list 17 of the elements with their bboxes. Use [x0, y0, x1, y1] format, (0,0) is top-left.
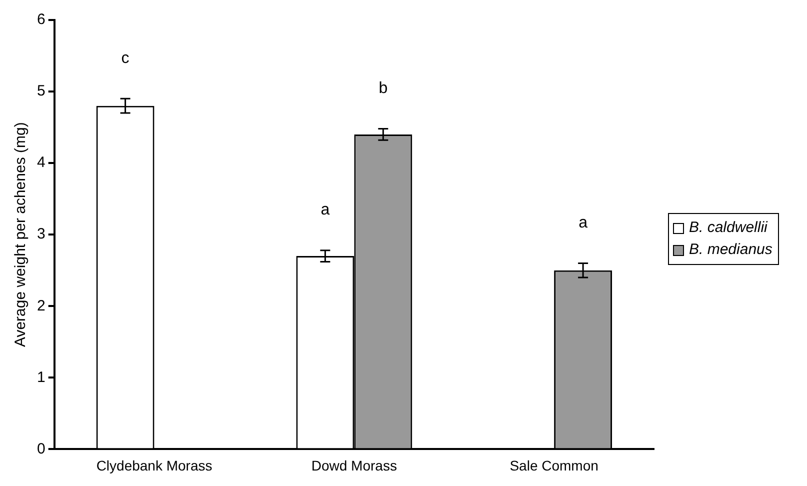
- y-tick-label: 1: [37, 368, 46, 386]
- legend-label: B. medianus: [689, 240, 772, 260]
- y-tick-label: 5: [37, 82, 46, 100]
- y-tick-label: 3: [37, 226, 46, 243]
- annotation: a: [578, 214, 588, 232]
- annotation: b: [378, 80, 388, 98]
- x-tick-label: Clydebank Morass: [96, 457, 212, 474]
- y-axis-title: Average weight per achenes (mg): [12, 122, 30, 348]
- y-tick-label: 4: [37, 154, 46, 172]
- annotation: a: [320, 202, 330, 219]
- y-tick-label: 6: [37, 11, 46, 28]
- y-tick-label: 0: [37, 440, 46, 458]
- x-tick-label: Dowd Morass: [311, 457, 397, 474]
- annotation: c: [121, 50, 130, 68]
- x-tick-label: Sale Common: [510, 457, 598, 474]
- text: B. caldwellii: [689, 218, 768, 238]
- y-tick-label: 2: [37, 297, 46, 314]
